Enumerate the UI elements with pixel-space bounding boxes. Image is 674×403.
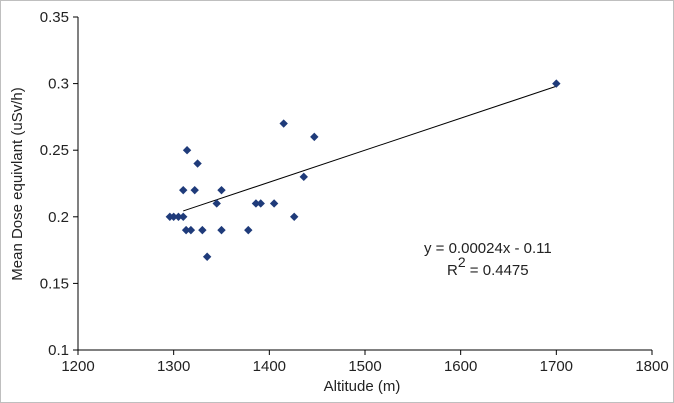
y-axis-label: Mean Dose equivlant (uSv/h) bbox=[9, 87, 26, 280]
trendline bbox=[183, 85, 557, 212]
r-squared-symbol: R bbox=[447, 262, 458, 279]
axes bbox=[77, 17, 652, 351]
data-point bbox=[190, 185, 199, 195]
data-point bbox=[269, 199, 279, 208]
data-point bbox=[193, 159, 202, 168]
y-tick-label: 0.1 bbox=[48, 342, 69, 359]
data-point bbox=[217, 225, 226, 235]
data-point bbox=[251, 199, 261, 208]
y-tick-label: 0.35 bbox=[40, 9, 69, 26]
data-point bbox=[310, 132, 319, 142]
data-point bbox=[198, 225, 207, 235]
y-tick-label: 0.2 bbox=[48, 209, 69, 226]
x-axis-label: Altitude (m) bbox=[324, 378, 401, 395]
data-point bbox=[182, 146, 192, 155]
x-tick-label: 1500 bbox=[348, 358, 381, 375]
data-point bbox=[179, 185, 188, 195]
data-point bbox=[244, 225, 253, 235]
x-tick-label: 1200 bbox=[61, 358, 94, 375]
y-ticks: 0.1 0.15 0.2 0.25 0.3 0.35 bbox=[40, 9, 78, 359]
data-point bbox=[174, 212, 183, 221]
y-tick-label: 0.3 bbox=[48, 76, 69, 93]
x-ticks: 1200 1300 1400 1500 1600 1700 1800 bbox=[61, 350, 669, 375]
data-point bbox=[179, 212, 188, 221]
data-point bbox=[169, 212, 178, 221]
y-tick-label: 0.15 bbox=[40, 275, 69, 292]
data-point bbox=[217, 185, 226, 195]
data-point bbox=[186, 225, 196, 235]
data-point bbox=[279, 119, 288, 128]
x-tick-label: 1300 bbox=[157, 358, 190, 375]
x-tick-label: 1700 bbox=[540, 358, 573, 375]
trend-equation: y = 0.00024x - 0.11 bbox=[424, 240, 552, 257]
r-squared-superscript: 2 bbox=[458, 254, 466, 270]
y-tick-label: 0.25 bbox=[40, 142, 69, 159]
data-point bbox=[181, 225, 191, 235]
data-point bbox=[290, 212, 299, 221]
x-tick-label: 1600 bbox=[444, 358, 477, 375]
data-point bbox=[202, 252, 212, 261]
r-squared-value: = 0.4475 bbox=[466, 262, 529, 279]
x-tick-label: 1800 bbox=[635, 358, 668, 375]
r-squared-label: R2 = 0.4475 bbox=[447, 254, 529, 279]
data-point bbox=[299, 172, 308, 182]
data-point bbox=[552, 79, 561, 88]
x-tick-label: 1400 bbox=[253, 358, 286, 375]
data-point bbox=[212, 199, 221, 208]
data-point bbox=[256, 199, 265, 208]
data-points bbox=[165, 79, 561, 261]
